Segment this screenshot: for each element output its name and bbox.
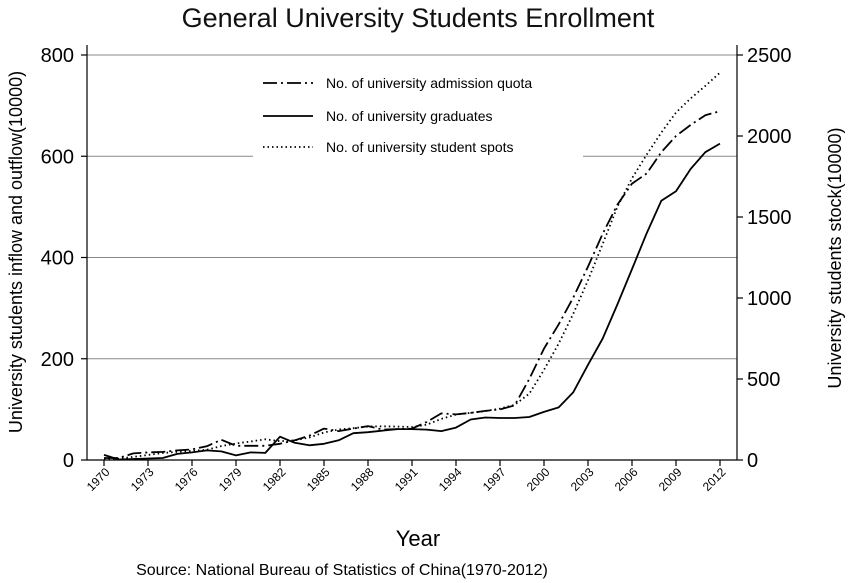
x-tick-label-1982: 1982 — [260, 465, 289, 494]
legend-label-admission-quota: No. of university admission quota — [326, 75, 532, 91]
y-right-tick-label-2500: 2500 — [747, 45, 792, 67]
x-tick-label-2003: 2003 — [568, 465, 597, 494]
x-tick-label-2009: 2009 — [656, 465, 685, 494]
series-lines — [103, 72, 721, 461]
y-left-tick-label-600: 600 — [41, 146, 74, 168]
y-right-tick-label-1500: 1500 — [747, 207, 792, 229]
x-tick-label-1976: 1976 — [172, 465, 201, 494]
x-tick-label-1979: 1979 — [216, 465, 245, 494]
x-tick-label-1997: 1997 — [480, 465, 509, 494]
legend: No. of university admission quota No. of… — [253, 70, 583, 162]
x-tick-label-1970: 1970 — [84, 465, 113, 494]
x-tick-label-1973: 1973 — [128, 465, 157, 494]
y-left-tick-label-0: 0 — [63, 450, 74, 472]
y-right-tick-label-1000: 1000 — [747, 288, 792, 310]
x-tick-label-1991: 1991 — [392, 465, 421, 494]
x-tick-label-1985: 1985 — [304, 465, 333, 494]
series-line-no-of-university-graduates — [103, 142, 721, 461]
series-line-no-of-university-student-spots — [103, 72, 721, 461]
y-left-tick-label-200: 200 — [41, 349, 74, 371]
legend-label-student-spots: No. of university student spots — [326, 139, 514, 155]
y-left-tick-label-800: 800 — [41, 45, 74, 67]
x-tick-label-1988: 1988 — [348, 465, 377, 494]
y-right-tick-label-2000: 2000 — [747, 126, 792, 148]
y-axis-right-label: University students stock(10000) — [825, 127, 845, 388]
x-tick-label-2012: 2012 — [700, 465, 729, 494]
x-tick-label-2006: 2006 — [612, 465, 641, 494]
y-axis-left-label: University students inflow and outflow(1… — [6, 71, 26, 433]
y-right-tick-label-500: 500 — [747, 369, 780, 391]
y-left-tick-label-400: 400 — [41, 248, 74, 270]
chart-title: General University Students Enrollment — [182, 3, 655, 33]
x-tick-label-1994: 1994 — [436, 465, 465, 494]
y-right-tick-label-0: 0 — [747, 450, 758, 472]
legend-label-graduates: No. of university graduates — [326, 108, 493, 124]
x-axis-label: Year — [396, 526, 440, 551]
x-tick-label-2000: 2000 — [524, 465, 553, 494]
series-line-no-of-university-admission-quota — [104, 110, 721, 459]
source-note: Source: National Bureau of Statistics of… — [136, 562, 548, 579]
